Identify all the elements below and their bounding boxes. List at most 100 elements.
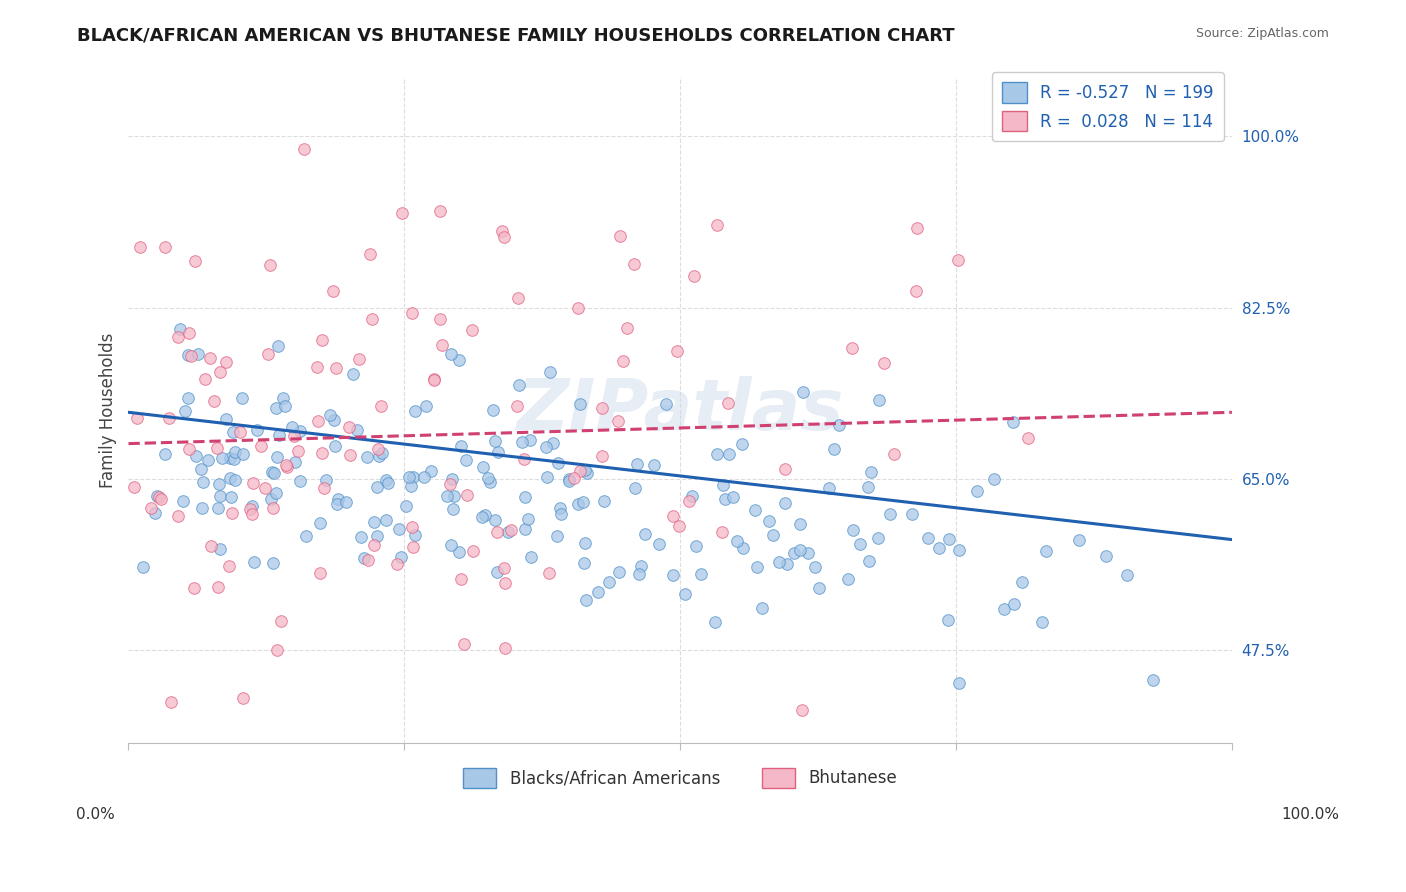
Point [443, 489, 465, 503]
Point [395, 499, 418, 513]
Point [371, 445, 394, 459]
Point [758, 514, 780, 528]
Point [537, 566, 560, 581]
Point [609, 228, 631, 243]
Point [474, 508, 496, 522]
Point [342, 368, 364, 382]
Point [194, 372, 217, 386]
Point [716, 396, 738, 410]
Point [928, 541, 950, 555]
Point [948, 543, 970, 558]
Point [744, 503, 766, 517]
Point [363, 515, 385, 529]
Point [240, 507, 263, 521]
Point [339, 448, 361, 462]
Point [375, 513, 398, 527]
Point [849, 537, 872, 551]
Point [510, 435, 533, 450]
Point [868, 392, 890, 407]
Point [429, 312, 451, 326]
Point [292, 142, 315, 156]
Point [534, 440, 557, 454]
Point [768, 556, 790, 570]
Point [905, 284, 928, 298]
Point [471, 510, 494, 524]
Point [287, 444, 309, 458]
Point [436, 489, 458, 503]
Point [485, 566, 508, 580]
Point [207, 501, 229, 516]
Point [627, 567, 650, 582]
Point [643, 458, 665, 473]
Point [122, 480, 145, 494]
Point [215, 412, 238, 426]
Point [1035, 544, 1057, 558]
Point [146, 489, 169, 503]
Point [477, 470, 499, 484]
Point [513, 452, 536, 467]
Point [200, 540, 222, 554]
Point [546, 529, 568, 543]
Point [856, 480, 879, 494]
Point [155, 240, 177, 254]
Y-axis label: Family Households: Family Households [100, 333, 117, 488]
Point [266, 450, 288, 464]
Point [259, 258, 281, 272]
Point [538, 365, 561, 379]
Point [202, 393, 225, 408]
Point [520, 549, 543, 564]
Point [711, 525, 734, 540]
Point [191, 475, 214, 490]
Point [486, 524, 509, 539]
Point [491, 224, 513, 238]
Point [1142, 673, 1164, 688]
Point [211, 450, 233, 465]
Point [789, 516, 811, 531]
Point [536, 470, 558, 484]
Point [359, 247, 381, 261]
Point [232, 690, 254, 705]
Point [173, 404, 195, 418]
Point [290, 424, 312, 438]
Point [1002, 597, 1025, 611]
Point [267, 427, 290, 442]
Point [568, 464, 591, 478]
Point [936, 614, 959, 628]
Point [453, 637, 475, 651]
Point [419, 464, 441, 478]
Point [389, 550, 412, 565]
Point [494, 230, 516, 244]
Point [837, 572, 859, 586]
Point [218, 558, 240, 573]
Point [678, 494, 700, 508]
Point [905, 220, 928, 235]
Point [401, 519, 423, 533]
Point [513, 522, 536, 536]
Point [586, 585, 609, 599]
Point [574, 463, 596, 477]
Point [325, 360, 347, 375]
Point [773, 462, 796, 476]
Point [576, 466, 599, 480]
Point [208, 476, 231, 491]
Point [548, 500, 571, 515]
Point [402, 469, 425, 483]
Point [215, 355, 238, 369]
Point [430, 338, 453, 352]
Point [966, 483, 988, 498]
Point [494, 561, 516, 575]
Point [231, 391, 253, 405]
Point [224, 451, 246, 466]
Point [361, 312, 384, 326]
Point [264, 401, 287, 416]
Point [506, 399, 529, 413]
Point [574, 536, 596, 550]
Point [569, 396, 592, 410]
Point [508, 291, 530, 305]
Point [157, 410, 180, 425]
Point [823, 442, 845, 457]
Point [398, 469, 420, 483]
Point [713, 477, 735, 491]
Point [284, 455, 307, 469]
Point [456, 488, 478, 502]
